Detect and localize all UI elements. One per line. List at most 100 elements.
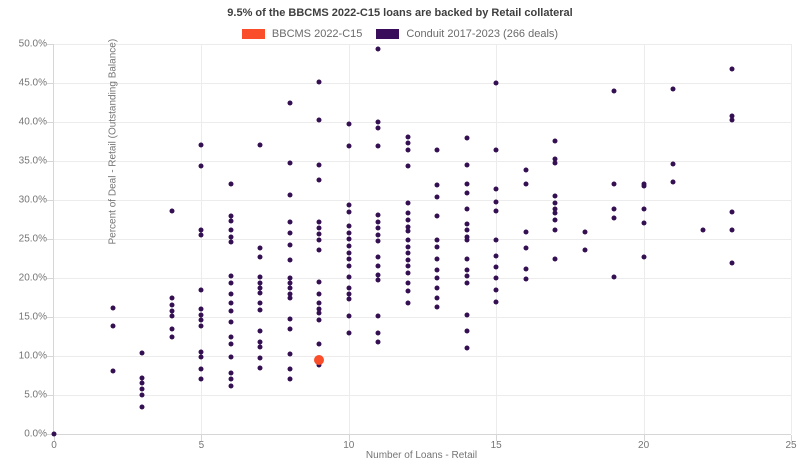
data-point[interactable]: [405, 263, 411, 269]
data-point[interactable]: [464, 221, 470, 227]
data-point[interactable]: [139, 386, 145, 392]
data-point[interactable]: [434, 213, 440, 219]
data-point[interactable]: [464, 328, 470, 334]
data-point[interactable]: [434, 267, 440, 273]
data-point[interactable]: [729, 117, 735, 123]
data-point[interactable]: [346, 263, 352, 269]
data-point[interactable]: [346, 243, 352, 249]
data-point[interactable]: [228, 227, 234, 233]
data-point[interactable]: [346, 209, 352, 215]
data-point[interactable]: [670, 86, 676, 92]
data-point[interactable]: [228, 308, 234, 314]
data-point[interactable]: [287, 242, 293, 248]
data-point[interactable]: [198, 312, 204, 318]
data-point[interactable]: [316, 362, 322, 368]
data-point[interactable]: [228, 334, 234, 339]
data-point[interactable]: [316, 237, 322, 243]
data-point[interactable]: [493, 237, 499, 243]
data-point[interactable]: [346, 274, 352, 280]
data-point[interactable]: [464, 135, 470, 141]
data-point[interactable]: [434, 194, 440, 200]
data-point[interactable]: [375, 225, 381, 231]
data-point[interactable]: [552, 200, 558, 206]
data-point[interactable]: [228, 280, 234, 286]
data-point[interactable]: [405, 237, 411, 243]
data-point[interactable]: [287, 100, 293, 105]
data-point[interactable]: [434, 275, 440, 281]
data-point[interactable]: [641, 220, 647, 226]
data-point[interactable]: [198, 287, 204, 293]
data-point[interactable]: [316, 79, 322, 85]
data-point[interactable]: [198, 163, 204, 169]
data-point[interactable]: [375, 143, 381, 149]
data-point[interactable]: [110, 368, 116, 374]
data-point[interactable]: [405, 140, 411, 146]
data-point[interactable]: [552, 138, 558, 144]
data-point[interactable]: [316, 177, 322, 183]
data-point[interactable]: [464, 206, 470, 212]
data-point[interactable]: [346, 202, 352, 208]
data-point[interactable]: [405, 288, 411, 294]
data-point[interactable]: [257, 365, 263, 371]
data-point[interactable]: [552, 227, 558, 233]
data-point[interactable]: [405, 210, 411, 216]
data-point[interactable]: [375, 263, 381, 269]
data-point[interactable]: [464, 273, 470, 279]
data-point[interactable]: [198, 349, 204, 355]
data-point[interactable]: [198, 376, 204, 382]
data-point[interactable]: [729, 227, 735, 233]
data-point[interactable]: [316, 162, 322, 168]
data-point[interactable]: [375, 254, 381, 260]
data-point[interactable]: [405, 163, 411, 169]
data-point[interactable]: [346, 250, 352, 256]
data-point[interactable]: [405, 224, 411, 230]
data-point[interactable]: [316, 231, 322, 237]
data-point[interactable]: [346, 256, 352, 262]
data-point[interactable]: [375, 313, 381, 319]
data-point[interactable]: [346, 143, 352, 149]
data-point[interactable]: [316, 247, 322, 253]
data-point[interactable]: [228, 234, 234, 240]
data-point[interactable]: [228, 239, 234, 245]
data-point[interactable]: [611, 181, 617, 187]
data-point[interactable]: [169, 208, 175, 214]
data-point[interactable]: [434, 304, 440, 310]
data-point[interactable]: [287, 376, 293, 382]
data-point[interactable]: [523, 266, 529, 272]
data-point[interactable]: [316, 317, 322, 323]
data-point[interactable]: [346, 330, 352, 336]
data-point[interactable]: [434, 244, 440, 250]
data-point[interactable]: [287, 192, 293, 198]
data-point[interactable]: [346, 285, 352, 291]
data-point[interactable]: [346, 230, 352, 236]
data-point[interactable]: [316, 225, 322, 231]
data-point[interactable]: [110, 323, 116, 329]
data-point[interactable]: [198, 306, 204, 312]
data-point[interactable]: [464, 267, 470, 273]
data-point[interactable]: [405, 134, 411, 140]
data-point[interactable]: [464, 190, 470, 196]
data-point[interactable]: [375, 330, 381, 336]
data-point[interactable]: [228, 376, 234, 382]
data-point[interactable]: [287, 291, 293, 297]
data-point[interactable]: [198, 142, 204, 148]
data-point[interactable]: [228, 354, 234, 360]
data-point[interactable]: [375, 238, 381, 244]
data-point[interactable]: [198, 232, 204, 238]
data-point[interactable]: [169, 326, 175, 332]
data-point[interactable]: [287, 316, 293, 322]
data-point[interactable]: [552, 217, 558, 223]
data-point[interactable]: [257, 344, 263, 350]
data-point[interactable]: [641, 254, 647, 260]
data-point[interactable]: [346, 223, 352, 229]
data-point[interactable]: [611, 274, 617, 280]
data-point[interactable]: [375, 232, 381, 238]
data-point[interactable]: [228, 291, 234, 297]
data-point[interactable]: [375, 212, 381, 218]
data-point[interactable]: [198, 354, 204, 360]
data-point[interactable]: [405, 270, 411, 276]
data-point[interactable]: [228, 213, 234, 219]
data-point[interactable]: [257, 339, 263, 345]
data-point[interactable]: [316, 306, 322, 312]
data-point[interactable]: [257, 290, 263, 296]
